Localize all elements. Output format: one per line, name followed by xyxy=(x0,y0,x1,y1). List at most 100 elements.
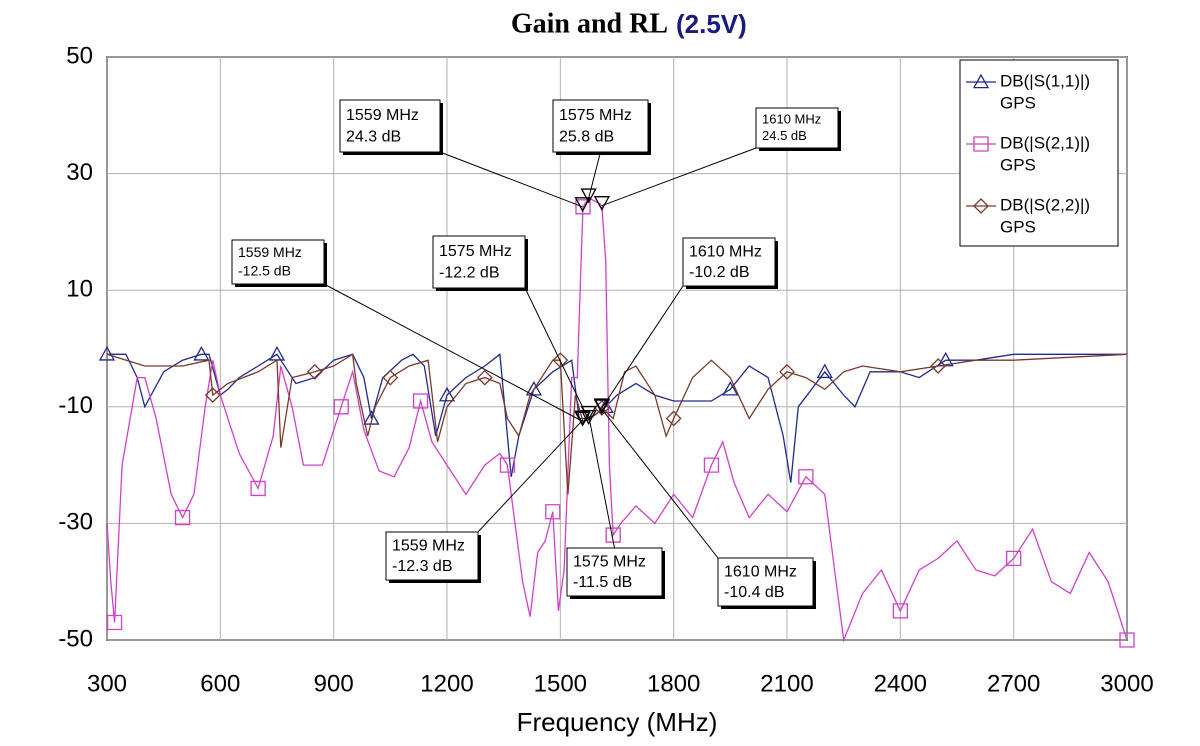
marker-point xyxy=(574,197,591,213)
leader-line xyxy=(323,283,583,422)
leader-line xyxy=(477,419,583,533)
series-marker xyxy=(412,393,429,409)
annotation-box xyxy=(231,239,325,285)
annotation-box xyxy=(552,99,649,153)
y-tick-label: -50 xyxy=(58,625,93,652)
leader-line xyxy=(524,287,590,420)
marker-point xyxy=(574,410,591,426)
annotation-box xyxy=(432,235,526,289)
annotation-box xyxy=(566,547,663,597)
series-marker xyxy=(665,410,682,427)
annotation-value: -10.2 dB xyxy=(689,264,749,281)
legend-symbol xyxy=(972,73,990,89)
annotation-box xyxy=(385,531,479,581)
annotation-value: -10.4 dB xyxy=(724,584,784,601)
x-tick-label: 2100 xyxy=(760,670,813,697)
annotation-label: 1610 MHz xyxy=(689,244,762,261)
x-tick-label: 1500 xyxy=(534,670,587,697)
annotation-label: 1610 MHz xyxy=(762,111,821,126)
leader-line xyxy=(588,415,615,549)
legend-box xyxy=(959,59,1119,247)
annotation-label: 1559 MHz xyxy=(392,538,465,555)
legend-label: DB(|S(2,1)|) xyxy=(1000,133,1090,152)
annotation-value: 24.5 dB xyxy=(762,128,807,143)
legend-source: GPS xyxy=(1000,155,1036,174)
x-tick-label: 2700 xyxy=(987,670,1040,697)
legend-label: DB(|S(1,1)|) xyxy=(1000,71,1090,90)
annotation-label: 1559 MHz xyxy=(346,107,419,124)
series-marker xyxy=(193,345,210,361)
series-marker xyxy=(525,380,542,396)
annotation-value: -11.5 dB xyxy=(573,574,632,591)
legend-symbol xyxy=(973,198,989,214)
x-tick-label: 300 xyxy=(87,670,127,697)
series-marker xyxy=(605,527,621,543)
annotation-box xyxy=(755,107,839,149)
series-line xyxy=(106,197,1128,643)
series-marker xyxy=(333,399,349,415)
series-marker xyxy=(306,363,323,380)
series-marker xyxy=(1006,550,1022,567)
annotation-value: -12.5 dB xyxy=(238,262,291,278)
series-marker xyxy=(98,345,116,361)
x-tick-label: 2400 xyxy=(874,670,927,697)
series-marker xyxy=(204,387,221,404)
chart-subtitle: (2.5V) xyxy=(676,9,747,39)
y-tick-label: -30 xyxy=(58,509,93,536)
series-marker xyxy=(798,469,814,485)
y-tick-label: 50 xyxy=(66,42,93,69)
series-marker xyxy=(575,199,591,215)
x-tick-label: 1200 xyxy=(420,670,473,697)
series-marker xyxy=(106,614,123,631)
annotation-label: 1575 MHz xyxy=(559,107,632,124)
annotation-label: 1610 MHz xyxy=(724,564,797,581)
annotation-label: 1575 MHz xyxy=(439,243,512,260)
x-axis-label: Frequency (MHz) xyxy=(517,707,718,737)
series-marker xyxy=(438,386,456,402)
leader-line xyxy=(588,151,601,199)
series-marker xyxy=(499,457,516,473)
chart-title: Gain and RL xyxy=(511,8,668,39)
series-marker xyxy=(250,480,266,497)
x-tick-label: 600 xyxy=(200,670,240,697)
series-marker xyxy=(597,398,614,414)
leader-line xyxy=(439,151,583,208)
annotation-box xyxy=(682,237,776,287)
marker-point xyxy=(593,196,610,212)
marker-point xyxy=(580,405,597,421)
legend-label: DB(|S(2,2)|) xyxy=(1000,195,1090,214)
series-marker xyxy=(174,509,191,526)
series-marker xyxy=(545,504,561,520)
series-marker xyxy=(722,380,739,396)
series-marker xyxy=(382,369,399,386)
annotation-value: 24.3 dB xyxy=(346,129,401,146)
series-marker xyxy=(930,358,947,374)
leader-line xyxy=(601,408,719,559)
series-marker xyxy=(363,410,380,425)
leader-line xyxy=(601,147,757,207)
legend-source: GPS xyxy=(1000,217,1036,236)
y-tick-label: -10 xyxy=(58,392,93,419)
y-tick-label: 30 xyxy=(66,159,93,186)
annotation-value: 25.8 dB xyxy=(559,129,614,146)
series-marker xyxy=(1119,632,1135,648)
series-marker xyxy=(892,603,908,619)
series-line xyxy=(106,353,1128,495)
series-marker xyxy=(816,363,833,379)
leader-line xyxy=(601,285,684,409)
series-marker xyxy=(552,352,569,369)
marker-point xyxy=(593,399,610,415)
legend-symbol xyxy=(973,136,989,152)
legend-source: GPS xyxy=(1000,93,1036,112)
annotation-label: 1575 MHz xyxy=(573,554,646,571)
y-tick-label: 10 xyxy=(66,276,93,303)
annotation-box xyxy=(717,557,814,607)
x-tick-label: 1800 xyxy=(647,670,700,697)
series-marker xyxy=(476,369,493,386)
series-marker xyxy=(779,363,795,380)
marker-point xyxy=(580,188,597,204)
annotation-box xyxy=(339,99,441,153)
x-tick-label: 900 xyxy=(314,670,354,697)
series-marker xyxy=(703,457,720,473)
annotation-value: -12.2 dB xyxy=(439,265,499,282)
